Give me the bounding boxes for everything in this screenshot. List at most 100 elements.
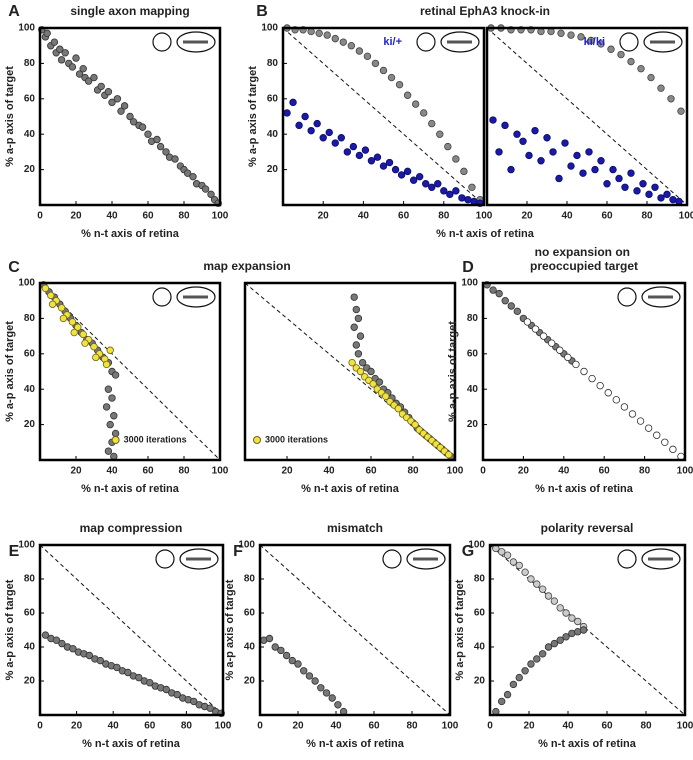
data-point [271, 643, 279, 651]
x-tick-label: 40 [561, 211, 573, 222]
plot-frame [488, 543, 687, 717]
data-point [653, 431, 661, 439]
data-point [135, 673, 143, 682]
data-point [106, 346, 114, 354]
data-point [445, 450, 453, 459]
data-point [47, 291, 55, 300]
data-point [58, 639, 66, 648]
data-point [515, 673, 523, 682]
x-tick-label: 20 [70, 466, 82, 477]
plot-frame [481, 281, 687, 462]
data-point [533, 580, 541, 588]
data-point [609, 165, 617, 174]
data-point [361, 146, 370, 154]
x-tick-label: 80 [639, 466, 651, 477]
x-tick-label: 100 [476, 211, 493, 222]
data-point [92, 353, 100, 362]
x-axis-label: % n-t axis of retina [538, 738, 637, 750]
data-point [75, 70, 84, 78]
chart-title: polarity reversal [541, 521, 634, 535]
data-point [521, 667, 529, 675]
chart-title: retinal EphA3 knock-in [420, 4, 550, 18]
y-tick-label: 60 [467, 348, 479, 359]
y-tick-label: 80 [267, 58, 279, 69]
data-point [323, 31, 331, 39]
y-tick-label: 80 [24, 58, 36, 69]
data-point [633, 187, 641, 195]
data-point [531, 325, 540, 333]
x-tick-label: 0 [37, 721, 43, 732]
data-point [57, 56, 66, 64]
schematic-icon [416, 31, 480, 53]
data-point [138, 123, 147, 131]
data-point [617, 50, 625, 59]
data-point [79, 65, 87, 73]
data-point [124, 668, 132, 677]
annotation: ki/ki [584, 36, 605, 48]
data-point [313, 119, 321, 128]
data-point [72, 54, 80, 62]
data-point [328, 694, 336, 702]
data-point [331, 34, 339, 43]
y-tick-label: 80 [24, 313, 36, 324]
data-point [544, 592, 553, 600]
x-tick-label: 80 [181, 721, 193, 732]
data-point [627, 57, 635, 66]
data-point [428, 119, 436, 128]
data-point [144, 130, 152, 138]
x-tick-label: 40 [108, 721, 120, 732]
data-point [604, 389, 612, 397]
data-point [550, 597, 559, 605]
data-point [325, 128, 333, 137]
y-tick-label: 80 [474, 574, 486, 585]
data-point [120, 102, 129, 110]
data-point [295, 121, 303, 130]
data-point [301, 112, 309, 121]
data-point [156, 142, 165, 151]
y-tick-label: 100 [238, 540, 255, 551]
data-point [651, 183, 659, 191]
data-point [108, 394, 116, 402]
data-point [464, 195, 472, 204]
x-tick-label: 40 [106, 211, 118, 222]
data-point [57, 304, 66, 312]
y-tick-label: 60 [24, 93, 36, 104]
data-point [382, 392, 390, 400]
data-point [102, 403, 111, 411]
y-tick-label: 40 [244, 642, 256, 653]
data-point [562, 633, 570, 641]
data-point [322, 689, 331, 697]
data-point [411, 420, 419, 429]
x-axis-label: % n-t axis of retina [81, 483, 180, 495]
y-tick-label: 60 [24, 608, 36, 619]
x-tick-label: 40 [323, 466, 335, 477]
data-point [319, 134, 327, 142]
data-point [507, 165, 515, 174]
data-point [394, 404, 402, 413]
data-point [90, 343, 98, 351]
chart-title: map expansion [203, 259, 290, 273]
data-point [108, 98, 116, 107]
data-point [615, 174, 623, 183]
data-point [111, 429, 120, 438]
x-tick-label: 20 [521, 211, 533, 222]
retina-icon [382, 549, 402, 569]
schematic-icon [152, 31, 216, 53]
panel-letter: C [8, 259, 20, 276]
reference-diagonal [39, 282, 221, 461]
x-tick-label: 100 [447, 466, 464, 477]
data-point [189, 172, 197, 181]
data-point [411, 100, 420, 108]
plot-frame [38, 281, 222, 462]
legend-label: 3000 iterations [124, 434, 187, 444]
data-point [468, 183, 476, 191]
data-point [367, 157, 376, 165]
x-tick-label: 20 [281, 466, 293, 477]
data-point [363, 52, 372, 61]
data-point [104, 447, 113, 455]
data-point [350, 293, 358, 301]
y-axis-label: % a-p axis of target [4, 321, 16, 422]
data-point [444, 142, 452, 151]
data-point [68, 63, 77, 71]
data-point [509, 558, 518, 566]
